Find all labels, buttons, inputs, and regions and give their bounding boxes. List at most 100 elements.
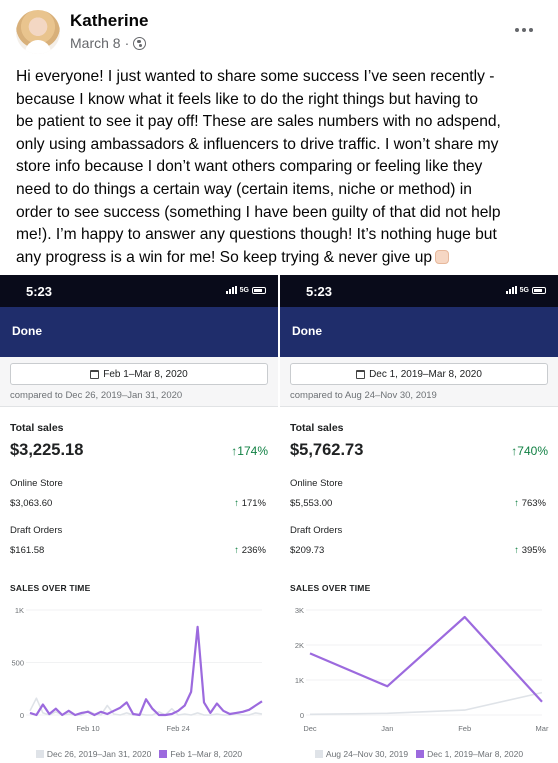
post-text-line: me!). I’m happy to answer any questions … [16, 226, 497, 244]
online-store-value: $3,063.60 [10, 498, 53, 509]
data-point [261, 701, 262, 702]
post-date[interactable]: March 8 [70, 35, 121, 51]
author-name[interactable]: Katherine [70, 11, 149, 30]
data-point [62, 714, 63, 715]
more-dots-icon [515, 28, 519, 32]
y-tick-label: 0 [300, 711, 304, 720]
data-point [87, 711, 88, 712]
data-point [81, 712, 82, 713]
data-point [94, 714, 95, 715]
data-point [81, 714, 82, 715]
data-point [309, 714, 310, 715]
compared-to-text: compared to Aug 24–Nov 30, 2019 [290, 390, 437, 401]
y-tick-label: 500 [11, 659, 24, 668]
meta-separator: · [124, 35, 130, 51]
more-options-button[interactable] [508, 14, 540, 46]
sales-chart[interactable]: 3K 2K 1K 0 Dec Jan Feb Mar [280, 600, 558, 740]
data-point [120, 714, 121, 715]
total-sales-change: ↑174% [231, 444, 268, 458]
raising-hands-emoji-icon [435, 249, 450, 264]
data-point [139, 714, 140, 715]
calendar-icon [356, 369, 366, 379]
draft-orders-value: $161.58 [10, 545, 45, 556]
post-images[interactable]: 5:23 5G Done Feb 1–Mar 8, 2020 compared … [0, 275, 558, 763]
post-text-line: only using ambassadors & influencers to … [16, 135, 499, 153]
data-point [100, 714, 101, 715]
network-label: 5G [519, 286, 529, 294]
draft-orders-change: ↑ 236% [234, 545, 266, 556]
post-text-line: any progress is a win for me! So keep tr… [16, 247, 546, 270]
app-navbar: Done [280, 307, 558, 357]
online-store-label: Online Store [10, 478, 63, 489]
data-point [107, 713, 108, 714]
legend-item-current[interactable]: Dec 1, 2019–Mar 8, 2020 [416, 749, 523, 759]
online-store-value: $5,553.00 [290, 498, 333, 509]
series-line-compare [309, 691, 543, 716]
data-point [113, 710, 114, 711]
draft-orders-change: ↑ 395% [514, 545, 546, 556]
sales-over-time-label: SALES OVER TIME [10, 583, 91, 593]
total-sales-label: Total sales [10, 422, 64, 434]
battery-icon [252, 286, 266, 294]
screenshot-left[interactable]: 5:23 5G Done Feb 1–Mar 8, 2020 compared … [0, 275, 278, 763]
data-point [107, 705, 108, 706]
series-line-compare [29, 697, 263, 716]
data-point [126, 702, 127, 703]
date-range-button[interactable]: Dec 1, 2019–Mar 8, 2020 [290, 363, 548, 385]
data-point [387, 713, 388, 714]
data-point [178, 710, 179, 711]
screenshot-right[interactable]: 5:23 5G Done Dec 1, 2019–Mar 8, 2020 com… [280, 275, 558, 763]
data-point [191, 691, 192, 692]
data-point [55, 711, 56, 712]
data-point [49, 713, 50, 714]
post-header: Katherine March 8 · [0, 0, 558, 62]
status-time: 5:23 [26, 284, 53, 299]
y-tick-label: 1K [15, 606, 24, 615]
chart-legend: Aug 24–Nov 30, 2019 Dec 1, 2019–Mar 8, 2… [280, 749, 558, 759]
data-point [203, 702, 204, 703]
post-text-line: order to see success (something I have b… [16, 203, 501, 221]
sales-chart[interactable]: 1K 500 0 Feb 10 Feb 24 [0, 600, 278, 740]
data-point [184, 713, 185, 714]
data-point [126, 712, 127, 713]
data-point [171, 708, 172, 709]
data-point [216, 713, 217, 714]
chart-legend: Dec 26, 2019–Jan 31, 2020 Feb 1–Mar 8, 2… [0, 749, 278, 759]
draft-orders-value: $209.73 [290, 545, 325, 556]
data-point [210, 714, 211, 715]
post-text-line: store info because I don’t want others c… [16, 158, 483, 176]
date-range-button[interactable]: Feb 1–Mar 8, 2020 [10, 363, 268, 385]
data-point [184, 705, 185, 706]
data-point [223, 710, 224, 711]
globe-icon[interactable] [133, 36, 147, 50]
data-point [42, 712, 43, 713]
y-tick-label: 0 [20, 711, 24, 720]
data-point [113, 713, 114, 714]
data-point [152, 708, 153, 709]
up-arrow-icon: ↑ [234, 545, 242, 556]
data-point [29, 710, 30, 711]
up-arrow-icon: ↑ [231, 444, 238, 458]
data-point [165, 714, 166, 715]
data-point [309, 653, 310, 654]
phone-status-bar: 5:23 5G [280, 275, 558, 307]
image-divider [278, 275, 280, 763]
up-arrow-icon: ↑ [511, 444, 518, 458]
legend-item-current[interactable]: Feb 1–Mar 8, 2020 [159, 749, 242, 759]
legend-item-compare[interactable]: Dec 26, 2019–Jan 31, 2020 [35, 749, 151, 759]
total-sales-label: Total sales [290, 422, 344, 434]
done-button[interactable]: Done [12, 324, 42, 338]
data-point [236, 712, 237, 713]
x-tick-label: Mar [536, 724, 549, 733]
avatar[interactable] [16, 10, 60, 54]
done-button[interactable]: Done [292, 324, 322, 338]
data-point [541, 701, 542, 702]
series-line-current [309, 615, 543, 703]
data-point [171, 713, 172, 714]
date-range-area: Feb 1–Mar 8, 2020 compared to Dec 26, 20… [0, 357, 278, 407]
legend-item-compare[interactable]: Aug 24–Nov 30, 2019 [314, 749, 408, 759]
data-point [29, 712, 30, 713]
data-point [255, 705, 256, 706]
data-point [541, 692, 542, 693]
data-point [42, 704, 43, 705]
